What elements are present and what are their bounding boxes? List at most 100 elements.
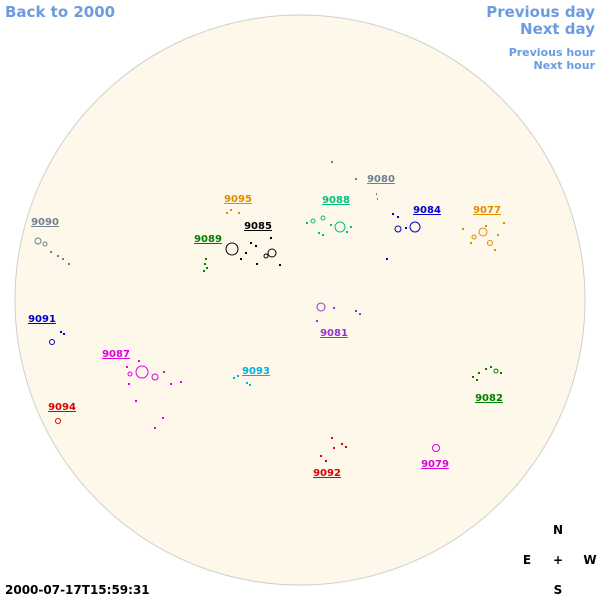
sunspots xyxy=(226,209,240,214)
spot xyxy=(350,226,352,228)
spot xyxy=(355,310,357,312)
spot xyxy=(225,242,239,256)
sunspots xyxy=(126,360,182,429)
spot xyxy=(226,212,228,214)
spot xyxy=(471,234,477,240)
sunspots xyxy=(331,161,378,200)
spot xyxy=(478,227,488,237)
region-label[interactable]: 9094 xyxy=(48,402,76,413)
spot xyxy=(34,237,42,245)
region-label[interactable]: 9081 xyxy=(320,328,348,339)
spot xyxy=(163,371,165,373)
region-label[interactable]: 9082 xyxy=(475,393,503,404)
region-label[interactable]: 9089 xyxy=(194,234,222,245)
spot xyxy=(397,216,399,218)
compass-north: N xyxy=(553,523,563,537)
region: 9082 xyxy=(472,366,503,404)
spot xyxy=(377,198,378,200)
previous-hour-link[interactable]: Previous hour xyxy=(509,46,596,59)
region-label[interactable]: 9090 xyxy=(31,217,59,228)
region: 9089 xyxy=(194,234,222,272)
region-label[interactable]: 9080 xyxy=(367,174,395,185)
spot xyxy=(333,447,335,449)
spot xyxy=(472,376,474,378)
region-label[interactable]: 9095 xyxy=(224,194,252,205)
spot xyxy=(206,267,208,269)
spot xyxy=(316,320,318,322)
spot xyxy=(462,228,464,230)
spot xyxy=(238,212,240,214)
spot xyxy=(203,270,205,272)
spot xyxy=(405,227,407,229)
spot xyxy=(63,333,65,335)
spot xyxy=(355,178,357,180)
region-label[interactable]: 9077 xyxy=(473,205,501,216)
spot xyxy=(493,368,499,374)
region-label[interactable]: 9088 xyxy=(322,195,350,206)
spot xyxy=(250,242,252,244)
compass-east: E xyxy=(523,553,531,567)
region: 9090 xyxy=(31,217,70,265)
spot xyxy=(135,400,137,402)
compass-south: S xyxy=(554,583,563,597)
region: 9094 xyxy=(48,402,76,424)
spot xyxy=(376,193,377,195)
spot xyxy=(279,264,281,266)
spot xyxy=(270,237,272,239)
region-label[interactable]: 9079 xyxy=(421,459,449,470)
region: 9077 xyxy=(462,205,505,251)
spot xyxy=(263,253,269,259)
back-link[interactable]: Back to 2000 xyxy=(5,3,115,21)
spot xyxy=(162,417,164,419)
region-label[interactable]: 9093 xyxy=(242,366,270,377)
region-label[interactable]: 9084 xyxy=(413,205,441,216)
spot xyxy=(57,255,59,257)
spot xyxy=(246,382,248,384)
region: 9080 xyxy=(331,161,395,200)
sunspots xyxy=(55,418,61,424)
sunspots xyxy=(462,222,505,251)
spot xyxy=(503,222,505,224)
spot xyxy=(151,373,159,381)
region: 9087 xyxy=(102,349,182,429)
region: 9088 xyxy=(306,195,352,236)
next-day-link[interactable]: Next day xyxy=(520,20,595,38)
spot xyxy=(386,258,388,260)
spot xyxy=(500,372,502,374)
spot xyxy=(320,215,326,221)
spot xyxy=(490,366,492,368)
region-label[interactable]: 9085 xyxy=(244,221,272,232)
spot xyxy=(409,221,421,233)
spot xyxy=(341,443,343,445)
next-hour-link[interactable]: Next hour xyxy=(534,59,596,72)
spot xyxy=(204,263,206,265)
spot xyxy=(62,258,64,260)
spot xyxy=(432,444,440,452)
spot xyxy=(256,263,258,265)
region: 9079 xyxy=(421,444,449,470)
region: 9081 xyxy=(316,302,361,339)
previous-day-link[interactable]: Previous day xyxy=(486,3,595,21)
compass-west: W xyxy=(583,553,596,567)
spot xyxy=(359,313,361,315)
spot xyxy=(245,252,247,254)
spot xyxy=(128,383,130,385)
region-label[interactable]: 9091 xyxy=(28,314,56,325)
spot xyxy=(333,307,335,309)
region: 9093 xyxy=(233,366,270,386)
spot xyxy=(322,234,324,236)
region-label[interactable]: 9092 xyxy=(313,468,341,479)
region: 9092 xyxy=(313,437,347,479)
spot xyxy=(50,251,52,253)
spot xyxy=(154,427,156,429)
spot xyxy=(55,418,61,424)
spot xyxy=(249,384,251,386)
spot xyxy=(237,375,239,377)
spot xyxy=(205,258,207,260)
solar-disk xyxy=(14,14,586,586)
spot xyxy=(306,222,308,224)
spot xyxy=(494,249,496,251)
spot xyxy=(485,368,487,370)
sunspots xyxy=(233,375,251,386)
region-label[interactable]: 9087 xyxy=(102,349,130,360)
